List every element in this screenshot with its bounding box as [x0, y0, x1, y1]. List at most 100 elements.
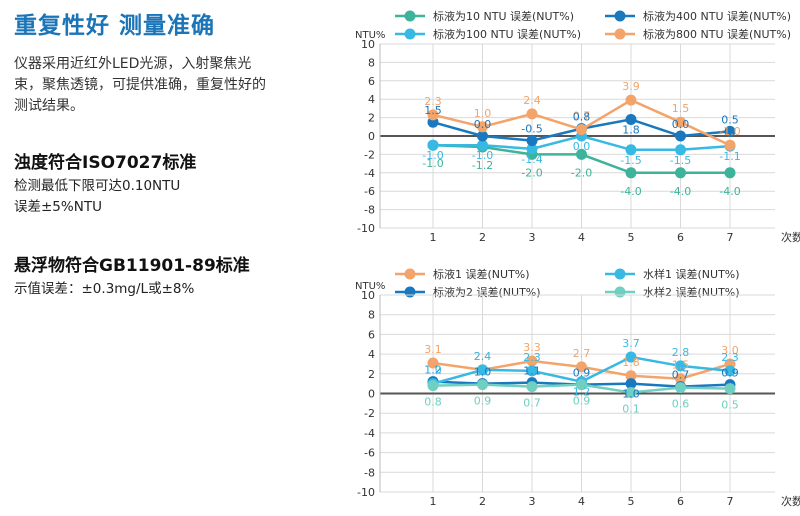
y-tick-label: 8 — [368, 56, 375, 69]
data-label: 0.5 — [721, 113, 739, 126]
data-point — [724, 125, 736, 137]
data-label: 0.9 — [474, 395, 492, 408]
legend-label: 水样1 误差(NUT%) — [643, 267, 740, 281]
x-tick-label: 3 — [529, 231, 536, 244]
legend-item: 标液为100 NTU 误差(NUT%) — [395, 27, 581, 41]
data-label: 3.7 — [622, 337, 640, 350]
data-label: -4.0 — [719, 185, 740, 198]
y-tick-label: 2 — [368, 368, 375, 381]
x-axis-title: 次数 — [781, 494, 800, 508]
chart-legend: 标液1 误差(NUT%) 标液为2 误差(NUT%) 水样1 误差(NUT%) 水样2… — [395, 267, 740, 299]
data-point — [675, 382, 686, 394]
x-tick-label: 4 — [578, 495, 585, 508]
data-label: 1.0 — [424, 364, 442, 377]
data-label: 1.5 — [672, 102, 690, 115]
data-label: -4.0 — [670, 185, 691, 198]
x-tick-label: 7 — [727, 231, 734, 244]
data-label: 2.4 — [523, 94, 541, 107]
data-label: 1.8 — [622, 123, 640, 136]
legend-marker — [404, 286, 416, 298]
feature-line-indication-error: 示值误差：±0.3mg/L或±8% — [14, 281, 195, 297]
legend-label: 标液为800 NTU 误差(NUT%) — [643, 27, 791, 41]
data-label: 1.0 — [474, 366, 492, 379]
legend-item: 标液为800 NTU 误差(NUT%) — [605, 27, 791, 41]
data-label: 0.6 — [672, 398, 690, 411]
data-point — [675, 360, 686, 372]
data-point — [526, 381, 538, 393]
legend-item: 标液1 误差(NUT%) — [395, 267, 530, 281]
data-label: -1.5 — [670, 154, 691, 167]
page-title: 重复性好 测量准确 — [14, 13, 216, 39]
data-point — [526, 355, 538, 367]
data-point — [724, 167, 736, 179]
data-label: 1.8 — [622, 356, 640, 369]
data-point — [477, 139, 488, 151]
data-label: 1.2 — [573, 386, 591, 399]
legend-item: 标液为10 NTU 误差(NUT%) — [395, 9, 574, 23]
x-tick-label: 1 — [430, 231, 437, 244]
data-label: 3.0 — [721, 344, 739, 357]
data-point — [625, 94, 637, 106]
x-tick-label: 4 — [578, 231, 585, 244]
data-point — [625, 167, 637, 179]
data-point — [526, 143, 538, 155]
legend-item: 水样2 误差(NUT%) — [605, 285, 740, 299]
data-label: 0.8 — [573, 111, 591, 124]
legend-label: 标液为10 NTU 误差(NUT%) — [433, 9, 574, 23]
data-label: -1.0 — [422, 157, 443, 170]
data-label: -2.0 — [521, 166, 542, 179]
data-point — [576, 361, 587, 373]
data-label: 2.3 — [523, 351, 541, 364]
chart-legend: 标液为10 NTU 误差(NUT%) 标液为100 NTU 误差(NUT%) 标液为… — [395, 9, 791, 41]
data-label: 0.0 — [672, 118, 690, 131]
legend-label: 标液为2 误差(NUT%) — [433, 285, 541, 299]
data-label: 1.2 — [424, 364, 442, 377]
y-tick-label: 0 — [368, 388, 375, 401]
data-point — [675, 116, 686, 128]
y-axis-title: NTU% — [355, 281, 385, 292]
y-tick-label: 0 — [368, 130, 375, 143]
x-tick-label: 5 — [628, 495, 635, 508]
data-label: 3.1 — [424, 343, 442, 356]
data-label: 2.4 — [474, 350, 492, 363]
data-point — [675, 167, 686, 179]
data-label: 1.5 — [424, 104, 442, 117]
data-label: 1.0 — [622, 388, 640, 401]
data-label: 1.5 — [672, 359, 690, 372]
y-tick-label: -10 — [357, 222, 375, 235]
legend-item: 标液为400 NTU 误差(NUT%) — [605, 9, 791, 23]
legend-label: 标液为100 NTU 误差(NUT%) — [433, 27, 581, 41]
legend-label: 标液1 误差(NUT%) — [433, 267, 530, 281]
data-point — [477, 379, 488, 391]
data-point — [477, 121, 488, 133]
intro-text: 仪器采用近红外LED光源，入射聚焦光束，聚焦透镜，可提供准确，重复性好的测试结果… — [14, 56, 266, 114]
data-point — [576, 379, 587, 391]
legend-marker — [404, 28, 416, 40]
x-tick-label: 6 — [677, 231, 684, 244]
legend-marker — [614, 10, 626, 22]
data-point — [427, 139, 439, 151]
data-label: 2.8 — [672, 346, 690, 359]
y-tick-label: -4 — [364, 427, 375, 440]
series-group — [427, 379, 736, 399]
x-tick-label: 7 — [727, 495, 734, 508]
feature-heading-suspended-solids: 悬浮物符合GB11901-89标准 — [14, 256, 250, 276]
data-label: -1.0 — [719, 125, 740, 138]
y-tick-label: -8 — [364, 204, 375, 217]
x-tick-label: 3 — [529, 495, 536, 508]
data-label: -1.0 — [422, 149, 443, 162]
legend-label: 标液为400 NTU 误差(NUT%) — [643, 9, 791, 23]
data-label: 2.3 — [721, 351, 739, 364]
x-axis-title: 次数 — [781, 230, 800, 244]
y-tick-label: 6 — [368, 75, 375, 88]
legend-marker — [614, 286, 626, 298]
legend-label: 水样2 误差(NUT%) — [643, 285, 740, 299]
x-tick-label: 1 — [430, 495, 437, 508]
data-point — [625, 351, 637, 363]
feature-line-error: 误差±5%NTU — [14, 199, 102, 215]
x-tick-label: 5 — [628, 231, 635, 244]
chart-grid — [379, 294, 775, 493]
data-label: 0.9 — [721, 367, 739, 380]
data-point — [625, 387, 637, 399]
data-label: -1.0 — [472, 149, 493, 162]
